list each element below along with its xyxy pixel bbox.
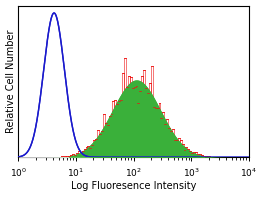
X-axis label: Log Fluoresence Intensity: Log Fluoresence Intensity xyxy=(71,181,196,191)
Y-axis label: Relative Cell Number: Relative Cell Number xyxy=(6,30,16,133)
